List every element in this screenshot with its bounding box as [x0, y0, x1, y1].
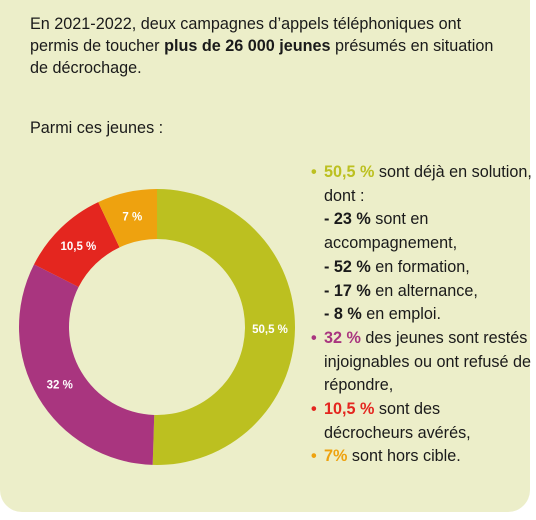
legend-item-solution: • 50,5 % sont déjà en solution, dont : -…: [310, 161, 532, 327]
bullet-icon: •: [311, 447, 317, 466]
chart-intro: Parmi ces jeunes :: [30, 119, 164, 137]
legend-pct-solution: 50,5 %: [324, 163, 375, 181]
legend-text-injoignables: des jeunes sont restés injoignables ou o…: [324, 328, 531, 395]
sub-text-alternance: en alternance,: [370, 281, 478, 300]
bullet-icon: •: [311, 163, 317, 181]
legend-pct-decrocheurs: 10,5 %: [324, 400, 375, 419]
legend-item-injoignables: • 32 % des jeunes sont restés injoignabl…: [310, 327, 532, 398]
legend-sub-alternance: - 17 % en alternance,: [324, 280, 532, 304]
legend-text-decrocheurs: sont des décrocheurs avérés,: [324, 400, 471, 442]
slice-injoignables: [18, 264, 155, 465]
legend-pct-hors-cible: 7%: [324, 447, 348, 466]
sub-text-emploi: en emploi.: [361, 305, 441, 324]
bullet-icon: •: [311, 400, 317, 419]
intro-text-end: présumés en situation de décrochage.: [30, 37, 494, 77]
sub-text-accompagnement: sont en accompagnement,: [324, 210, 458, 253]
sub-pct-emploi: - 8 %: [324, 305, 362, 324]
info-card: En 2021-2022, deux campagnes d’appels té…: [0, 0, 532, 512]
sub-pct-accompagnement: - 23 %: [324, 210, 371, 229]
legend-sub-emploi: - 8 % en emploi.: [324, 303, 532, 327]
intro-text-start: En 2021-2022, deux campagnes d’appels té…: [30, 15, 462, 55]
slice-solution: [152, 189, 295, 465]
legend-sub-formation: - 52 % en formation,: [324, 256, 532, 280]
legend-text-solution: sont déjà en solution, dont :: [324, 163, 532, 205]
legend-text-hors-cible: sont hors cible.: [347, 447, 461, 466]
label-injoignables: 32 %: [47, 380, 73, 392]
sub-text-formation: en formation,: [370, 257, 470, 276]
bullet-icon: •: [311, 328, 317, 347]
intro-highlight: plus de 26 000 jeunes: [164, 37, 331, 55]
label-solution: 50,5 %: [252, 324, 288, 336]
legend-pct-injoignables: 32 %: [324, 328, 361, 347]
legend-item-decrocheurs: • 10,5 % sont des décrocheurs avérés,: [310, 398, 532, 445]
intro-paragraph: En 2021-2022, deux campagnes d’appels té…: [30, 13, 510, 79]
legend-sub-accompagnement: - 23 % sont en accompagnement,: [324, 208, 532, 255]
label-hors-cible: 7 %: [122, 212, 142, 224]
sub-pct-formation: - 52 %: [324, 257, 371, 276]
slice-hors-cible: [98, 189, 157, 248]
sub-pct-alternance: - 17 %: [324, 281, 371, 300]
legend-item-hors-cible: • 7% sont hors cible.: [310, 445, 532, 469]
legend: • 50,5 % sont déjà en solution, dont : -…: [310, 161, 532, 469]
label-decrocheurs: 10,5 %: [60, 241, 96, 253]
slice-decrocheurs: [34, 202, 120, 288]
